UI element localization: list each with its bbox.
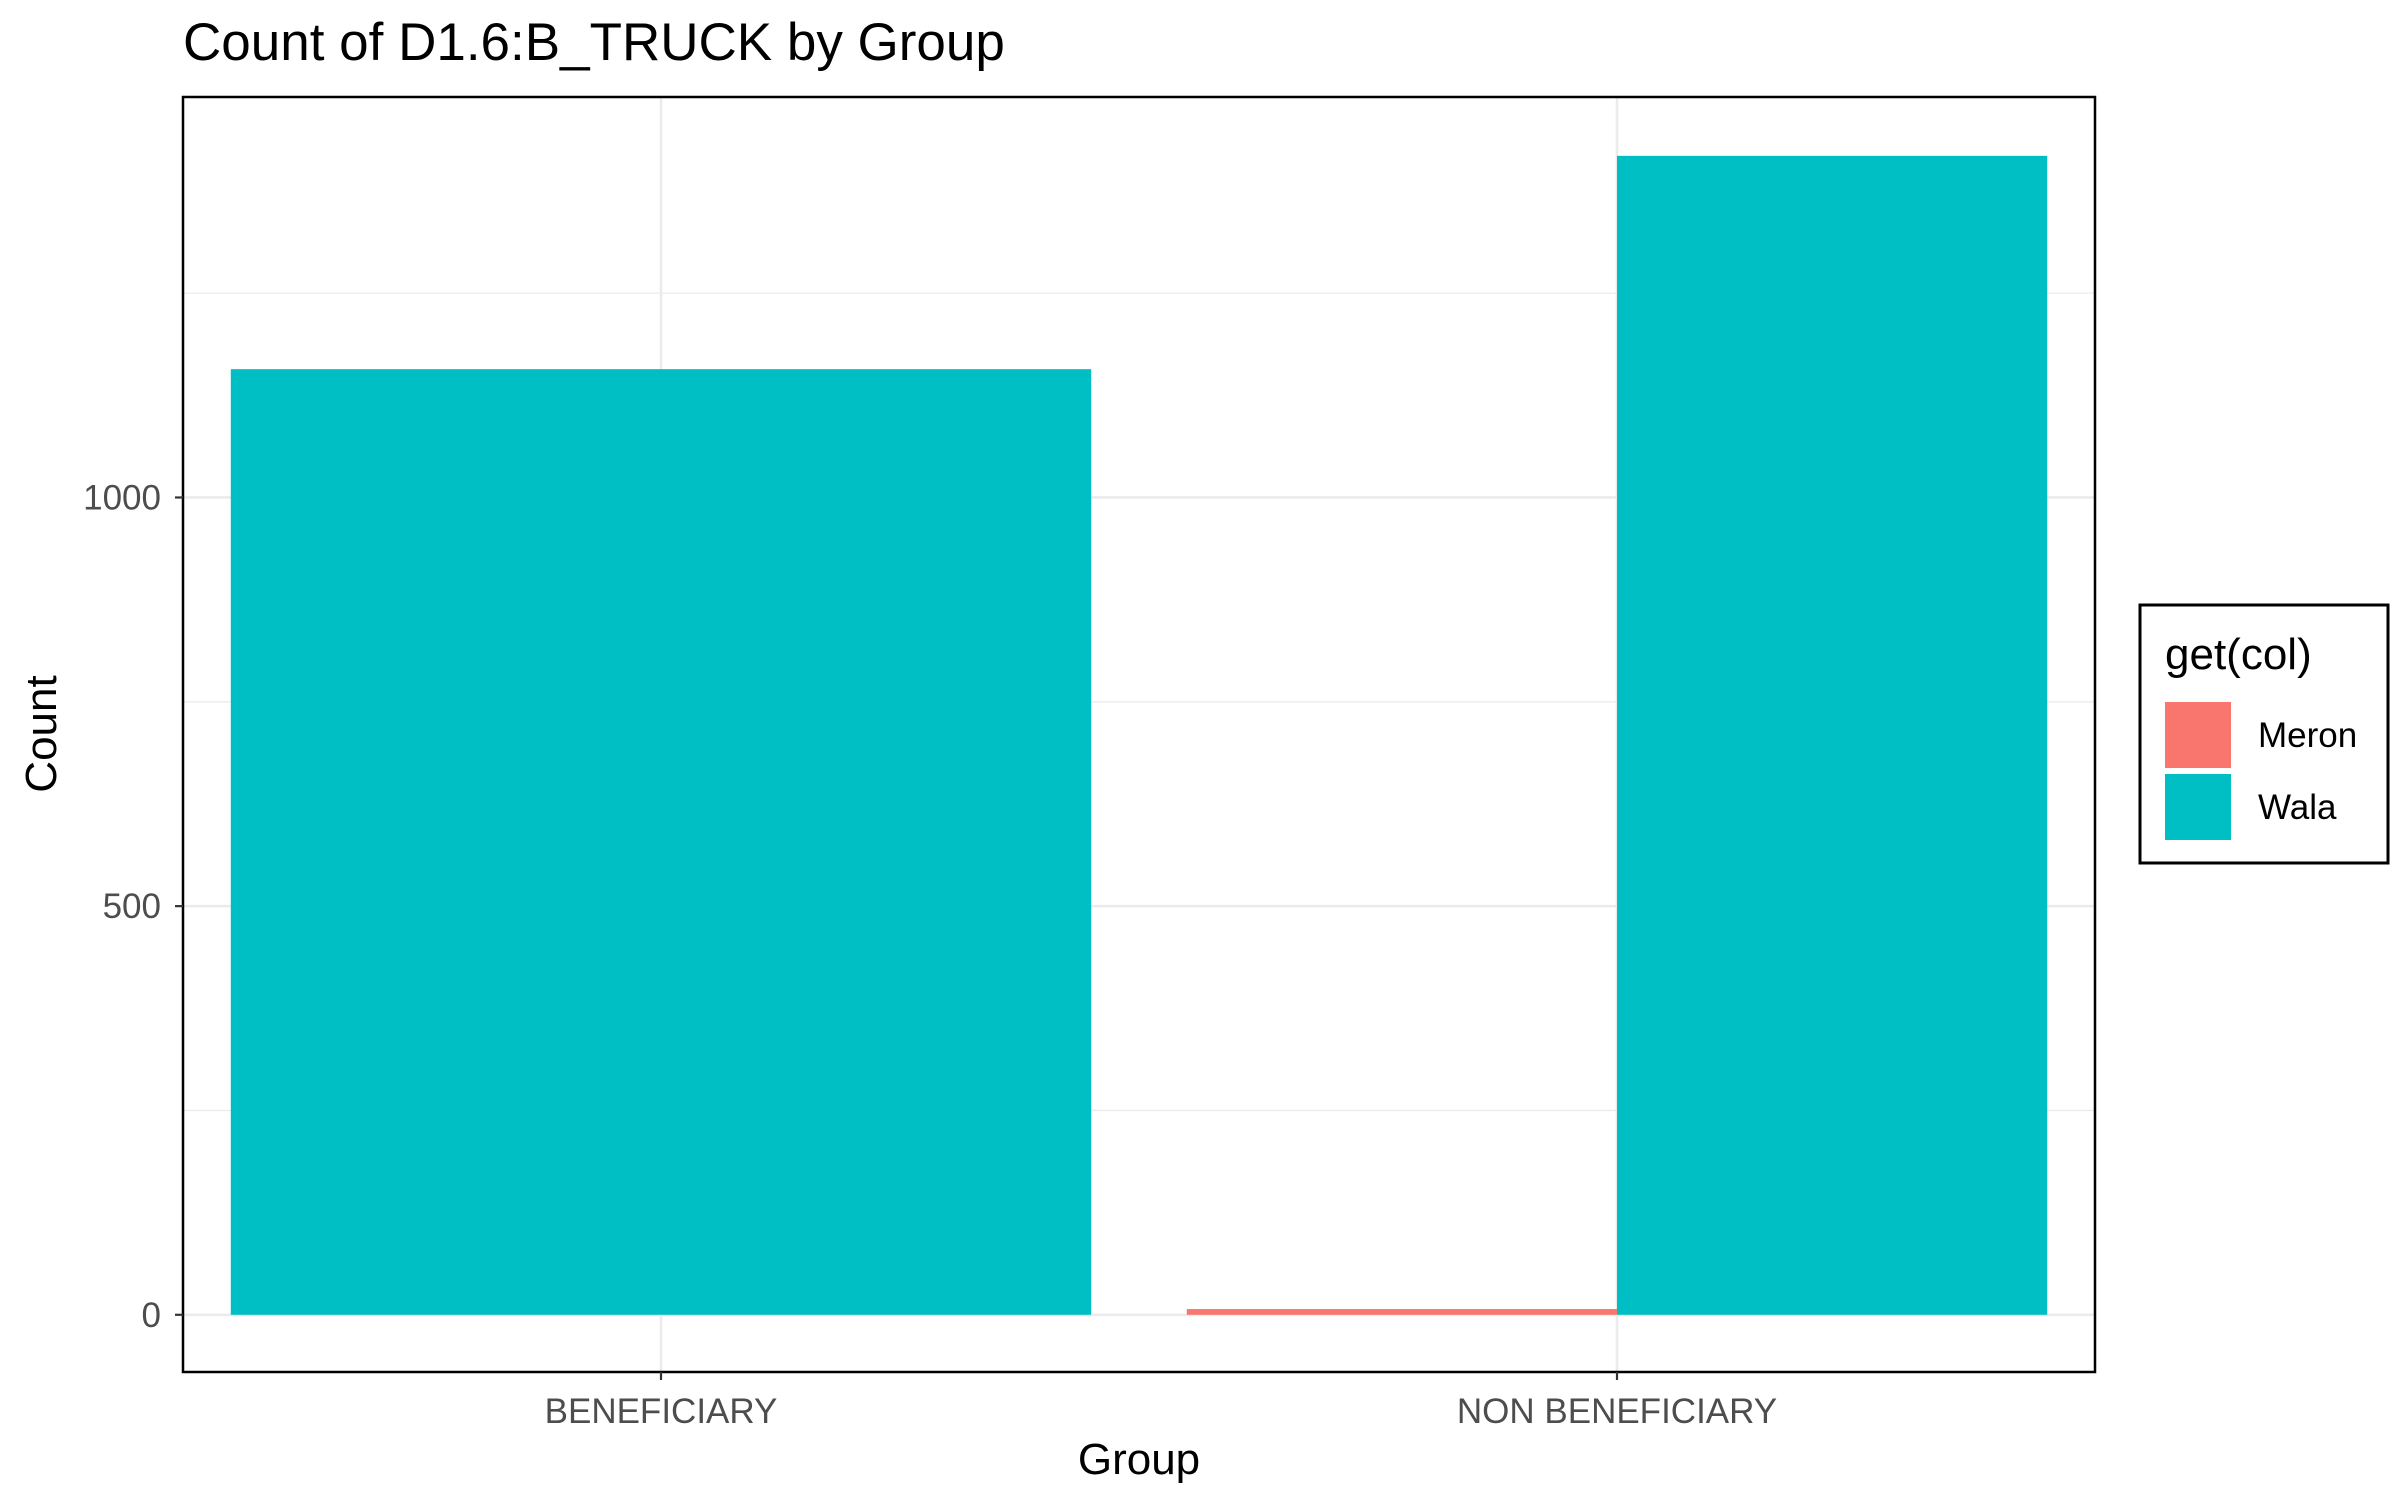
x-tick-label: NON BENEFICIARY: [1457, 1392, 1777, 1431]
y-tick-label: 1000: [83, 478, 161, 517]
legend-items: Meron Wala: [2165, 702, 2357, 840]
legend-key-wala: [2165, 774, 2231, 840]
plot-area: [181, 95, 2097, 1374]
legend-title: get(col): [2165, 630, 2312, 679]
legend: get(col) Meron Wala: [2138, 603, 2390, 865]
legend-label-wala: Wala: [2258, 788, 2337, 827]
x-axis-ticks: BENEFICIARY NON BENEFICIARY: [545, 1372, 1777, 1431]
x-axis-title: Group: [1078, 1435, 1200, 1484]
bar-meron-2: [1186, 1309, 1617, 1315]
y-tick-label: 0: [142, 1296, 161, 1335]
y-axis-title: Count: [17, 675, 66, 792]
bars: [230, 155, 2048, 1315]
bar-wala-1: [230, 369, 1092, 1315]
chart-title: Count of D1.6:B_TRUCK by Group: [183, 13, 1005, 72]
y-tick-label: 500: [103, 887, 161, 926]
x-tick-label: BENEFICIARY: [545, 1392, 778, 1431]
legend-label-meron: Meron: [2258, 716, 2357, 755]
legend-key-meron: [2165, 702, 2231, 768]
plot-border: [181, 95, 2097, 1374]
bar-wala-2: [1617, 155, 2048, 1315]
y-axis-ticks: 0 500 1000: [83, 478, 183, 1335]
